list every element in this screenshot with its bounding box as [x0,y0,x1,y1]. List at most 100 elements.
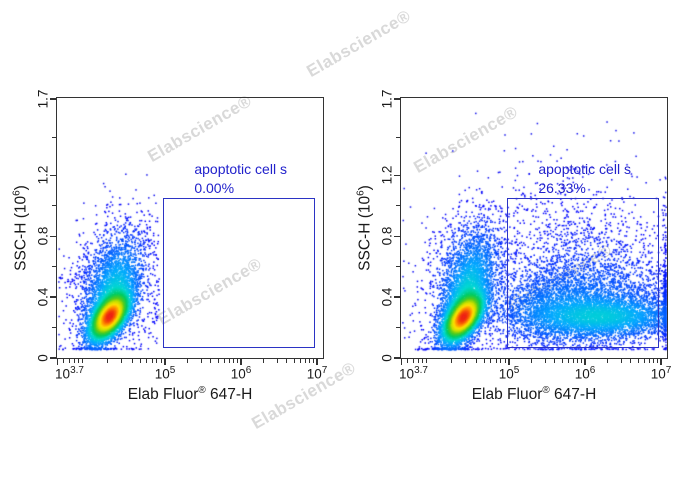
y-major-tick [49,98,56,100]
y-minor-tick [396,205,400,207]
x-minor-tick [412,359,414,363]
plot-frame [55,97,324,360]
gate-rectangle [507,198,659,349]
y-minor-tick [52,136,56,138]
flow-panel-control: 103.7 105 106 107 0 0.4 0.8 1.2 1.7 apoptotic ce… [0,0,344,490]
x-minor-tick [263,359,265,363]
x-minor-tick [63,359,65,363]
x-minor-tick [554,359,556,363]
x-minor-tick [620,359,622,363]
y-tick-label: 0.4 [379,287,395,307]
x-axis-label-suffix: 647-H [549,386,597,404]
x-minor-tick [68,359,70,363]
x-axis-label: Elab Fluor® 647-H [472,385,597,404]
x-minor-tick [237,359,239,363]
x-minor-tick [657,359,659,363]
y-major-tick [393,296,400,298]
x-tick-label: 105 [498,364,520,382]
y-axis-label-text: SSC-H (10 [356,195,374,271]
y-axis-exponent: 6 [355,190,367,196]
x-minor-tick [73,359,75,363]
x-minor-tick [131,359,133,363]
x-minor-tick [228,359,230,363]
x-minor-tick [200,359,202,363]
x-axis-label-suffix: 647-H [205,386,253,404]
y-major-tick [49,235,56,237]
x-minor-tick [607,359,609,363]
registered-mark: ® [198,385,206,396]
x-minor-tick [309,359,311,363]
x-minor-tick [425,359,427,363]
x-minor-tick [450,359,452,363]
y-tick-label: 0.8 [35,226,51,246]
x-axis-label-text: Elab Fluor [471,386,543,404]
y-axis-exponent: 6 [11,190,23,196]
x-major-tick [240,359,242,366]
x-minor-tick [483,359,485,363]
x-minor-tick [210,359,212,363]
x-minor-tick [630,359,632,363]
flow-panel-treated: 103.7 105 106 107 0 0.4 0.8 1.2 1.7 apoptotic ce… [344,0,688,490]
x-minor-tick [276,359,278,363]
gate-name: apoptotic cell s [194,160,287,177]
x-minor-tick [567,359,569,363]
x-tick-label: 107 [306,364,328,382]
x-minor-tick [544,359,546,363]
x-minor-tick [156,359,158,363]
x-minor-tick [139,359,141,363]
x-minor-tick [313,359,315,363]
x-major-tick [316,359,318,366]
scatter-canvas [344,0,688,490]
y-minor-tick [52,266,56,268]
gate-label: apoptotic cell s 0.00% [194,160,287,198]
y-tick-label: 1.2 [379,165,395,185]
y-major-tick [49,296,56,298]
y-major-tick [393,174,400,176]
x-major-tick [584,359,586,366]
x-major-tick [56,359,59,366]
x-minor-tick [151,359,153,363]
y-minor-tick [396,327,400,329]
x-major-tick [508,359,510,366]
y-tick-label: 0.4 [35,287,51,307]
x-tick-label: 105 [154,364,176,382]
y-major-tick [49,357,56,359]
x-minor-tick [422,359,424,363]
gate-percent: 0.00% [194,179,235,196]
y-tick-label: 1.7 [35,89,51,109]
y-major-tick [393,235,400,237]
x-minor-tick [146,359,148,363]
x-minor-tick [577,359,579,363]
y-tick-label: 0.8 [379,226,395,246]
x-minor-tick [299,359,301,363]
y-axis-label-suffix: ) [12,185,30,191]
x-tick-label: 106 [230,364,252,382]
y-minor-tick [396,266,400,268]
x-minor-tick [417,359,419,363]
x-minor-tick [160,359,162,363]
y-minor-tick [52,327,56,329]
x-minor-tick [293,359,295,363]
plot-frame [399,97,668,360]
x-minor-tick [465,359,467,363]
x-minor-tick [653,359,655,363]
y-major-tick [393,98,400,100]
y-axis-label: SSC-H (106) [355,185,374,271]
registered-mark: ® [542,385,550,396]
y-tick-label: 1.2 [35,165,51,185]
x-minor-tick [223,359,225,363]
y-tick-label: 0 [379,354,395,362]
x-axis-label-text: Elab Fluor [127,386,199,404]
x-minor-tick [500,359,502,363]
x-minor-tick [637,359,639,363]
x-minor-tick [572,359,574,363]
x-minor-tick [490,359,492,363]
x-minor-tick [643,359,645,363]
y-axis-label-text: SSC-H (10 [12,195,30,271]
x-major-tick [660,359,662,366]
y-tick-label: 0 [35,354,51,362]
x-minor-tick [106,359,108,363]
x-major-tick [164,359,166,366]
x-major-tick [400,359,403,366]
